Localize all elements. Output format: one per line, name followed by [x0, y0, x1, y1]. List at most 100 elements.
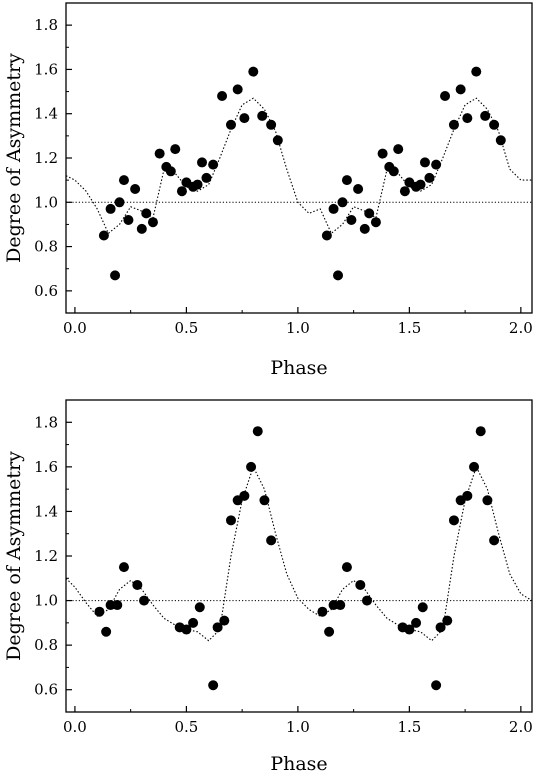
data-point	[208, 680, 219, 691]
data-point	[462, 490, 473, 501]
y-tick-label: 1.2	[34, 547, 58, 565]
data-point	[154, 148, 165, 159]
data-point	[335, 600, 346, 611]
data-point	[431, 680, 442, 691]
data-point	[333, 270, 344, 281]
x-tick-label: 2.0	[509, 718, 533, 736]
data-point	[471, 66, 482, 77]
y-tick-label: 1.6	[34, 60, 58, 78]
data-point	[440, 91, 451, 101]
data-point	[341, 175, 352, 186]
x-tick-label: 1.0	[286, 718, 310, 736]
x-tick-label: 2.0	[509, 319, 533, 337]
data-point	[192, 179, 203, 190]
data-point	[248, 66, 259, 77]
data-point	[232, 84, 243, 95]
data-point	[341, 562, 352, 573]
data-point	[419, 157, 430, 168]
data-point	[118, 175, 129, 186]
x-axis-label: Phase	[270, 357, 327, 379]
data-point	[337, 197, 348, 208]
data-point	[112, 600, 123, 611]
data-point	[246, 461, 257, 472]
data-point	[252, 426, 263, 437]
data-point	[411, 617, 422, 628]
data-point	[188, 617, 199, 628]
data-point	[101, 626, 112, 637]
x-tick-label: 1.5	[397, 718, 421, 736]
data-point	[475, 426, 486, 437]
data-point	[489, 119, 500, 130]
data-point	[272, 135, 283, 146]
y-tick-label: 0.6	[34, 681, 58, 699]
x-tick-label: 0.5	[174, 319, 198, 337]
data-point	[469, 461, 480, 472]
x-tick-label: 1.0	[286, 319, 310, 337]
data-point	[359, 223, 370, 234]
data-point	[114, 197, 125, 208]
data-point	[266, 119, 277, 130]
x-tick-label: 0.0	[63, 319, 87, 337]
data-point	[393, 144, 404, 155]
data-point	[136, 223, 147, 234]
data-point	[404, 624, 415, 635]
data-point	[132, 579, 143, 590]
data-point	[417, 602, 428, 613]
data-point	[321, 230, 332, 241]
data-point	[370, 217, 381, 228]
y-tick-label: 1.4	[34, 105, 58, 123]
x-tick-label: 0.0	[63, 718, 87, 736]
data-point	[130, 184, 141, 194]
data-point	[94, 606, 105, 617]
x-tick-label: 1.5	[397, 319, 421, 337]
data-point	[201, 172, 212, 183]
data-point	[324, 626, 335, 637]
data-point	[239, 490, 250, 501]
data-point	[266, 535, 277, 546]
data-point	[355, 579, 366, 590]
plot-frame	[65, 399, 533, 713]
y-tick-label: 1.6	[34, 458, 58, 476]
y-axis-label: Degree of Asymmetry	[3, 53, 25, 263]
x-axis-label: Phase	[270, 753, 327, 772]
data-point	[346, 215, 357, 225]
data-point	[110, 270, 121, 281]
y-tick-label: 0.6	[34, 282, 58, 300]
data-point	[480, 110, 491, 121]
data-point	[225, 515, 236, 526]
data-point	[259, 495, 270, 506]
data-point	[239, 113, 250, 124]
top-panel: 0.0 0.5 1.0 1.5 2.0 0.6 0.8 1.0 1.2 1.4 1.6 1.8 Phas…	[3, 2, 533, 379]
data-point	[197, 157, 208, 168]
fit-curve	[65, 466, 533, 642]
data-point	[431, 159, 442, 170]
data-point	[399, 186, 410, 197]
data-point	[364, 208, 375, 219]
data-point	[317, 606, 328, 617]
bottom-panel: 0.0 0.5 1.0 1.5 2.0 0.6 0.8 1.0 1.2 1.4 1.6 1.8 Phas…	[3, 399, 533, 772]
data-point	[118, 562, 129, 573]
data-point	[165, 166, 176, 177]
data-point	[147, 217, 158, 228]
y-tick-label: 1.0	[34, 592, 58, 610]
fit-curve	[65, 97, 532, 234]
data-point	[442, 615, 453, 626]
data-point	[217, 91, 228, 101]
data-point	[482, 495, 493, 506]
y-tick-label: 1.8	[34, 16, 58, 34]
y-tick-label: 1.0	[34, 193, 58, 211]
data-point	[328, 203, 339, 214]
data-point	[194, 602, 205, 613]
y-axis-label: Degree of Asymmetry	[3, 451, 25, 661]
y-tick-label: 1.8	[34, 413, 58, 431]
data-point	[139, 595, 150, 606]
y-tick-label: 1.2	[34, 149, 58, 167]
data-point	[176, 186, 187, 197]
y-tick-label: 0.8	[34, 238, 58, 256]
data-point	[257, 110, 268, 121]
data-point	[448, 119, 459, 130]
data-point	[489, 535, 500, 546]
data-point	[424, 172, 435, 183]
data-point	[225, 119, 236, 130]
